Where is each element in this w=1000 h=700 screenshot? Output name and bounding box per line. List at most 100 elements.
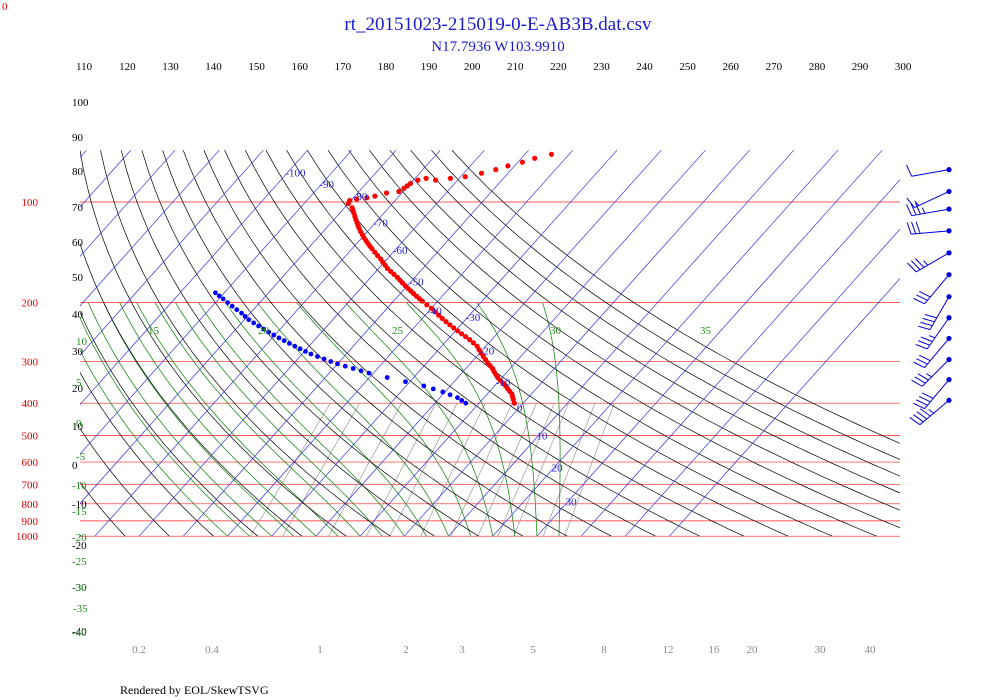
wind-barb-flag <box>916 399 928 406</box>
wind-barb-flag <box>922 317 935 323</box>
isotherm-label: 0 <box>517 403 523 415</box>
wind-barb-staff <box>915 252 950 273</box>
dewpoint-point <box>403 379 408 385</box>
wind-barb-flag <box>909 417 921 426</box>
wind-barb-half-flag <box>923 260 929 266</box>
temperature-point <box>470 340 476 346</box>
isotherm-line <box>580 179 900 537</box>
isotherm-line <box>669 278 900 537</box>
dry-adiabat-top-label: 120 <box>119 61 136 73</box>
moist-adiabat-label: 25 <box>392 325 404 337</box>
dry-adiabat-line <box>80 427 170 537</box>
wind-barb-staff <box>911 230 950 235</box>
dewpoint-point <box>430 386 436 392</box>
dry-adiabat-left-label: 70 <box>72 202 84 214</box>
dewpoint-point <box>287 341 292 346</box>
dewpoint-point <box>239 310 244 316</box>
wind-barb-station <box>946 188 952 195</box>
chart-subtitle: N17.7936 W103.9910 <box>431 39 564 55</box>
mixing-ratio-label: 30 <box>815 644 827 656</box>
isotherm-line <box>448 149 795 537</box>
dry-adiabat-left-label: 80 <box>72 166 84 178</box>
wind-barb-flag <box>911 379 923 387</box>
temperature-point <box>424 302 430 308</box>
moist-adiabat-label: -35 <box>73 603 88 615</box>
dry-adiabat-top-label: 200 <box>464 61 481 73</box>
isotherm-label: 10 <box>536 430 548 442</box>
temperature-point <box>347 197 353 204</box>
dewpoint-point <box>297 346 303 352</box>
wind-barb-flag <box>917 325 931 331</box>
moist-adiabat-label: 15 <box>148 325 160 337</box>
mixing-ratio-label: 0.2 <box>132 644 146 656</box>
wind-barb-flag <box>906 222 912 235</box>
wind-barb-flag <box>916 294 928 301</box>
dewpoint-point <box>455 395 460 401</box>
wind-barb-flag <box>914 376 926 384</box>
wind-barb-flag <box>916 411 928 420</box>
moist-adiabat-label: -30 <box>72 582 87 594</box>
dry-adiabat-top-label: 280 <box>809 61 826 73</box>
corner-label: 0 <box>2 1 8 13</box>
dewpoint-point <box>384 375 390 380</box>
isotherm-line <box>536 149 883 537</box>
temperature-point <box>459 331 465 337</box>
moist-adiabat-line <box>257 302 449 537</box>
isotherm-line <box>271 149 618 537</box>
dewpoint-point <box>358 368 364 374</box>
isotherm-line <box>492 149 839 537</box>
temperature-point <box>505 163 511 169</box>
isotherm-line <box>183 149 529 537</box>
dry-adiabat-line <box>80 371 214 537</box>
dry-adiabat-top-label: 110 <box>76 61 93 73</box>
temperature-point <box>396 188 402 195</box>
temperature-series <box>345 151 555 406</box>
temperature-point <box>407 180 414 186</box>
mixing-ratio-label: 0.4 <box>205 644 219 656</box>
isotherm-label: 30 <box>566 496 578 508</box>
wind-barb-flag <box>915 221 921 234</box>
dry-adiabat-top-label: 220 <box>550 61 567 73</box>
dewpoint-point <box>225 300 231 305</box>
temperature-point <box>548 151 555 157</box>
mixing-ratio-label: 2 <box>403 644 409 656</box>
dewpoint-point <box>315 354 320 359</box>
wind-barb <box>913 377 952 410</box>
wind-barb <box>913 335 952 368</box>
wind-barb-staff <box>924 274 950 305</box>
isotherm-label: -40 <box>427 305 442 317</box>
dewpoint-point <box>459 398 465 403</box>
wind-barb <box>915 315 952 350</box>
mixing-ratio-label: 5 <box>530 644 536 656</box>
temperature-point <box>354 196 360 202</box>
temperature-point <box>391 271 397 277</box>
dewpoint-point <box>303 349 308 354</box>
dry-adiabat-line <box>244 150 700 537</box>
wind-barb-flag <box>919 354 931 362</box>
wind-barb-flag <box>916 358 928 365</box>
dry-adiabat-left-label: 0 <box>72 460 78 472</box>
dewpoint-point <box>447 392 453 398</box>
mixing-ratio-line <box>564 403 615 537</box>
temperature-point <box>433 177 439 183</box>
isotherm-label: -90 <box>319 179 334 191</box>
temperature-point <box>439 315 445 321</box>
isotherm-label: -10 <box>496 377 511 389</box>
dry-adiabat-line <box>307 150 833 537</box>
mixing-ratio-label: 16 <box>709 644 721 656</box>
temperature-point <box>383 190 390 196</box>
moist-adiabat-label: -40 <box>72 627 87 639</box>
moist-adiabat-line <box>87 302 272 537</box>
dewpoint-point <box>342 363 348 369</box>
moist-adiabat-line <box>476 302 538 537</box>
moist-adiabat-line <box>198 302 405 537</box>
dewpoint-point <box>256 323 261 329</box>
dewpoint-point <box>321 356 327 362</box>
wind-barb-flag <box>906 197 915 208</box>
dry-adiabat-top-label: 230 <box>593 61 610 73</box>
moist-adiabat-label: 35 <box>700 325 712 337</box>
isotherms <box>80 149 900 537</box>
dry-adiabat-line <box>141 150 479 537</box>
dry-adiabat-top-label: 170 <box>335 61 352 73</box>
dry-adiabats <box>80 149 900 537</box>
